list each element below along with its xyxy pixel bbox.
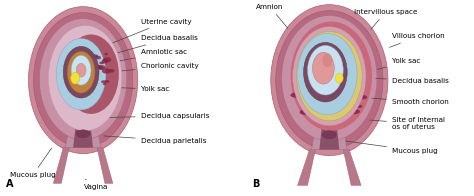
Ellipse shape <box>105 80 109 83</box>
Ellipse shape <box>312 52 334 84</box>
Ellipse shape <box>348 109 360 114</box>
Text: Amniotic sac: Amniotic sac <box>100 49 187 65</box>
Ellipse shape <box>76 130 90 138</box>
PathPatch shape <box>343 150 361 185</box>
Ellipse shape <box>76 63 86 77</box>
Ellipse shape <box>98 66 103 70</box>
Ellipse shape <box>102 68 111 74</box>
Ellipse shape <box>301 106 307 109</box>
Text: Amnion: Amnion <box>256 4 288 28</box>
Text: Intervillous space: Intervillous space <box>354 9 418 29</box>
Text: Yolk sac: Yolk sac <box>80 86 169 92</box>
PathPatch shape <box>53 148 69 183</box>
Ellipse shape <box>28 7 138 154</box>
Ellipse shape <box>292 26 366 126</box>
Text: Vagina: Vagina <box>84 179 108 190</box>
Ellipse shape <box>48 25 122 131</box>
Ellipse shape <box>298 34 357 115</box>
Ellipse shape <box>101 59 108 64</box>
Text: Mucous plug: Mucous plug <box>9 148 55 178</box>
Ellipse shape <box>303 42 347 102</box>
Ellipse shape <box>291 93 302 98</box>
Ellipse shape <box>101 80 106 83</box>
Ellipse shape <box>291 22 372 131</box>
Ellipse shape <box>335 73 343 83</box>
Text: Site of internal
os of uterus: Site of internal os of uterus <box>370 117 445 130</box>
Ellipse shape <box>96 65 101 68</box>
Ellipse shape <box>63 34 119 114</box>
Ellipse shape <box>95 56 101 59</box>
Ellipse shape <box>34 13 133 148</box>
Ellipse shape <box>104 53 108 55</box>
Text: A: A <box>6 179 13 189</box>
Ellipse shape <box>356 105 363 108</box>
PathPatch shape <box>97 148 113 183</box>
Ellipse shape <box>322 53 332 67</box>
PathPatch shape <box>73 121 93 148</box>
Ellipse shape <box>71 55 91 85</box>
Ellipse shape <box>103 83 106 85</box>
Ellipse shape <box>308 113 315 117</box>
PathPatch shape <box>65 118 101 148</box>
Ellipse shape <box>103 57 111 62</box>
Ellipse shape <box>92 54 98 58</box>
Ellipse shape <box>300 109 312 115</box>
Text: Smooth chorion: Smooth chorion <box>372 98 449 105</box>
Ellipse shape <box>100 62 104 64</box>
Text: Uterine cavity: Uterine cavity <box>111 19 191 43</box>
Ellipse shape <box>56 38 106 110</box>
PathPatch shape <box>319 121 339 150</box>
Text: B: B <box>252 179 259 189</box>
Ellipse shape <box>67 51 95 93</box>
Text: Yolk sac: Yolk sac <box>378 58 420 69</box>
Text: Chorionic cavity: Chorionic cavity <box>92 63 199 74</box>
Ellipse shape <box>63 46 99 98</box>
Text: Decidua capsularis: Decidua capsularis <box>94 113 209 119</box>
Ellipse shape <box>282 16 377 141</box>
Text: Mucous plug: Mucous plug <box>346 141 438 154</box>
Ellipse shape <box>71 72 80 84</box>
Ellipse shape <box>276 11 383 150</box>
Ellipse shape <box>108 69 114 73</box>
Ellipse shape <box>39 19 127 140</box>
Ellipse shape <box>308 45 343 95</box>
Text: Decidua basalis: Decidua basalis <box>376 78 449 84</box>
Ellipse shape <box>271 5 388 156</box>
PathPatch shape <box>298 150 315 185</box>
PathPatch shape <box>311 118 347 150</box>
Text: Decidua basalis: Decidua basalis <box>108 35 198 55</box>
Ellipse shape <box>322 131 336 139</box>
Ellipse shape <box>358 95 367 99</box>
Text: Decidua parietalis: Decidua parietalis <box>104 136 206 144</box>
Ellipse shape <box>297 32 362 121</box>
Text: Villous chorion: Villous chorion <box>390 34 445 47</box>
Ellipse shape <box>98 65 106 70</box>
